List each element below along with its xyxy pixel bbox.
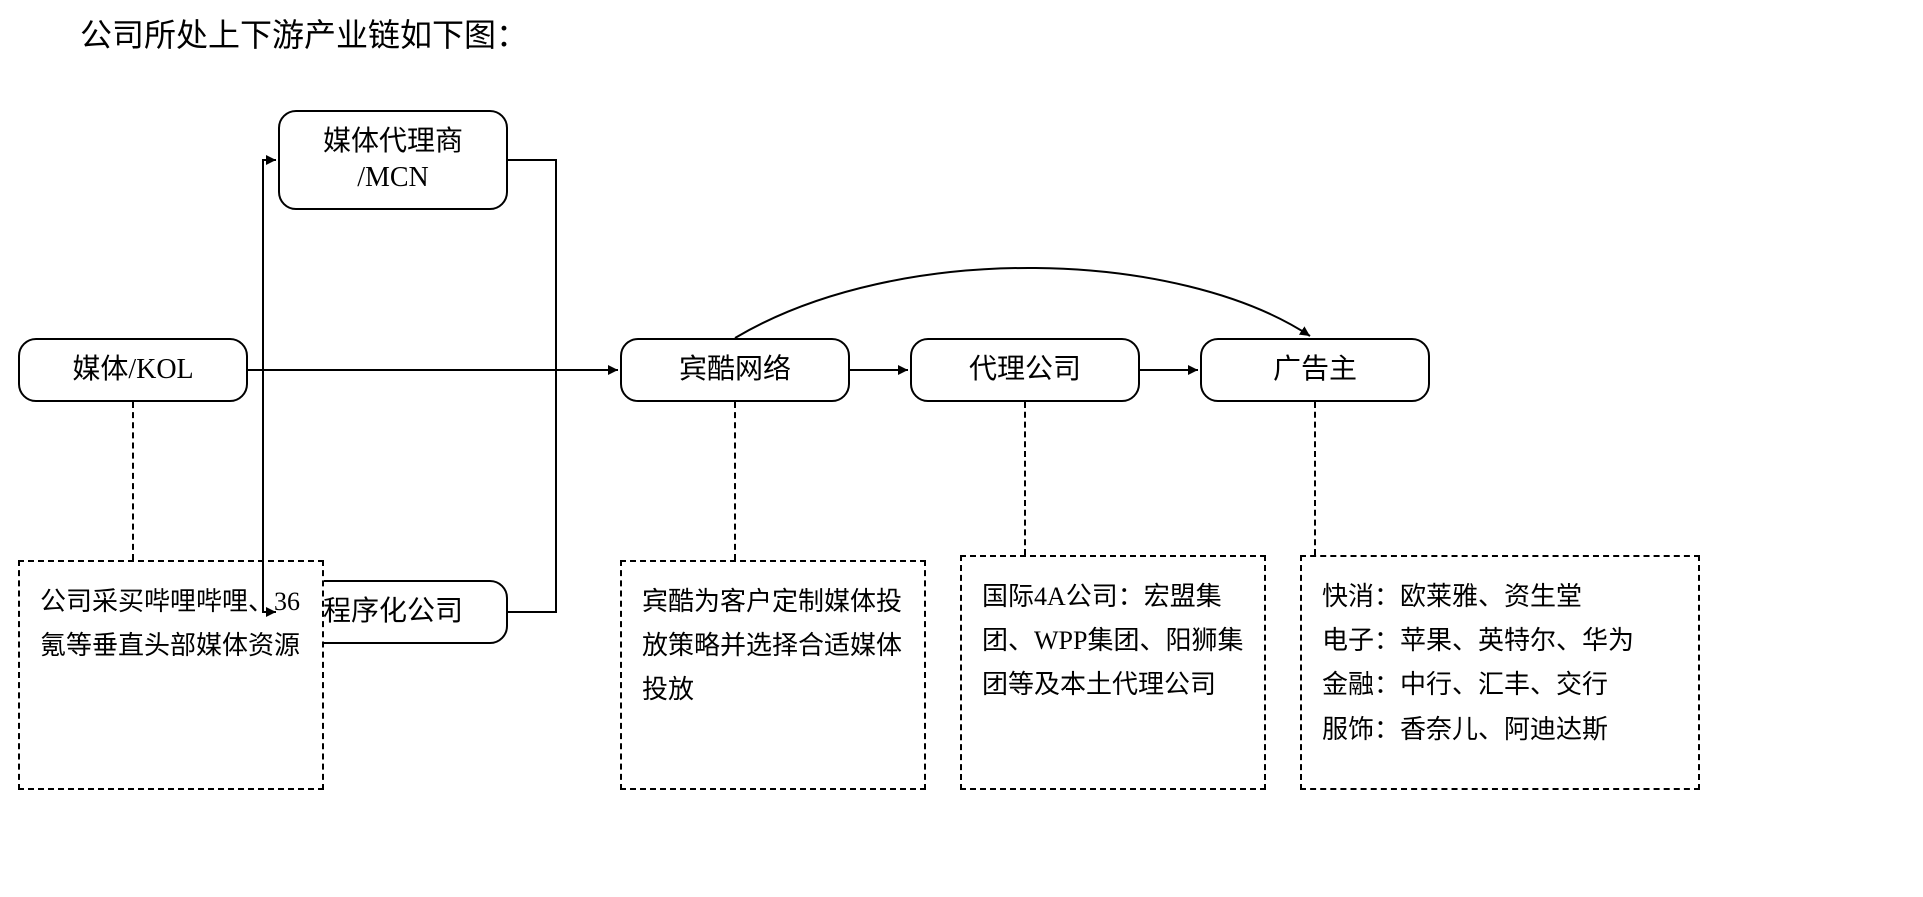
edge-media-to-agent	[263, 160, 276, 370]
edge-agent-to-binku	[508, 160, 556, 370]
edge-programmatic-to-binku	[508, 370, 556, 612]
note-text: 快消：欧莱雅、资生堂 电子：苹果、英特尔、华为 金融：中行、汇丰、交行 服饰：香…	[1322, 582, 1634, 744]
node-agency: 代理公司	[910, 338, 1140, 402]
note-media: 公司采买哔哩哔哩、36氪等垂直头部媒体资源	[18, 560, 324, 790]
node-label: 媒体/KOL	[72, 352, 193, 388]
note-text: 宾酷为客户定制媒体投放策略并选择合适媒体投放	[642, 587, 902, 704]
node-media-agent: 媒体代理商 /MCN	[278, 110, 508, 210]
node-label: 广告主	[1273, 352, 1357, 388]
dashed-connector	[132, 402, 134, 560]
note-advertiser: 快消：欧莱雅、资生堂 电子：苹果、英特尔、华为 金融：中行、汇丰、交行 服饰：香…	[1300, 555, 1700, 790]
node-advertiser: 广告主	[1200, 338, 1430, 402]
note-text: 国际4A公司：宏盟集团、WPP集团、阳狮集团等及本土代理公司	[982, 582, 1243, 699]
edge-binku-to-advertiser-arc	[735, 268, 1310, 338]
node-media-kol: 媒体/KOL	[18, 338, 248, 402]
note-text: 公司采买哔哩哔哩、36氪等垂直头部媒体资源	[40, 587, 300, 660]
node-label: 代理公司	[969, 352, 1081, 388]
node-binku: 宾酷网络	[620, 338, 850, 402]
dashed-connector	[1024, 402, 1026, 555]
note-agency: 国际4A公司：宏盟集团、WPP集团、阳狮集团等及本土代理公司	[960, 555, 1266, 790]
dashed-connector	[734, 402, 736, 560]
dashed-connector	[1314, 402, 1316, 555]
diagram-title: 公司所处上下游产业链如下图：	[80, 10, 528, 56]
node-label: 媒体代理商 /MCN	[323, 124, 463, 197]
node-label: 程序化公司	[323, 594, 463, 630]
note-binku: 宾酷为客户定制媒体投放策略并选择合适媒体投放	[620, 560, 926, 790]
node-label: 宾酷网络	[679, 352, 791, 388]
